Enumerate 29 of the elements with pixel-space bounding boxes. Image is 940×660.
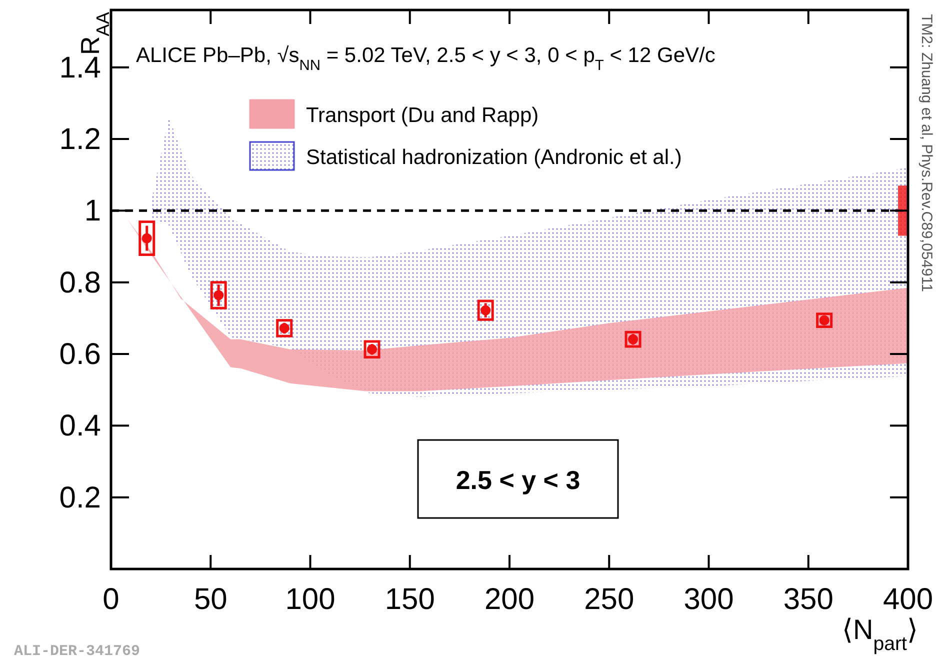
bar xyxy=(138,220,156,256)
x-tick-label: 400 xyxy=(882,583,934,616)
x-tick-label: 200 xyxy=(484,583,535,616)
x-tick-label: 250 xyxy=(584,583,634,616)
bar xyxy=(276,319,293,338)
y-tick-label: 0.6 xyxy=(59,338,101,371)
bar xyxy=(364,340,380,358)
x-tick-label: 50 xyxy=(194,583,228,616)
x-tick-label: 150 xyxy=(384,583,435,616)
y-tick-label: 0.4 xyxy=(59,410,101,443)
text: ALICE Pb–Pb, √s$_{NN}$ = 5.02 TeV, 2.5 < y < 3, 0 < p$_{T}$ < 12 GeV/c xyxy=(136,44,716,74)
x-tick-label: 350 xyxy=(783,583,834,616)
x-tick-label: 0 xyxy=(102,583,120,616)
legend-label: Transport (Du and Rapp) xyxy=(306,104,539,127)
legend-label: Statistical hadronization (Andronic et al.) xyxy=(306,146,682,169)
x-axis-title: ⟨N$_{part}$⟩ xyxy=(842,614,918,655)
bar xyxy=(624,330,642,348)
y-tick-label: 1.2 xyxy=(59,123,101,156)
x-tick-label: 300 xyxy=(684,583,734,616)
text: ALI-DER-341769 xyxy=(14,643,140,660)
y-tick-label: 0.2 xyxy=(59,481,101,514)
bar xyxy=(816,312,833,328)
bar xyxy=(210,281,227,310)
bar xyxy=(477,300,494,321)
y-tick-label: 1 xyxy=(84,194,101,228)
annotation: 2.5 < y < 3 xyxy=(456,465,580,495)
text: TM2: Zhuang et al, Phys.Rev.C89,054911 xyxy=(918,14,935,292)
y-tick-label: 0.8 xyxy=(59,266,101,300)
x-tick-label: 100 xyxy=(285,583,336,616)
